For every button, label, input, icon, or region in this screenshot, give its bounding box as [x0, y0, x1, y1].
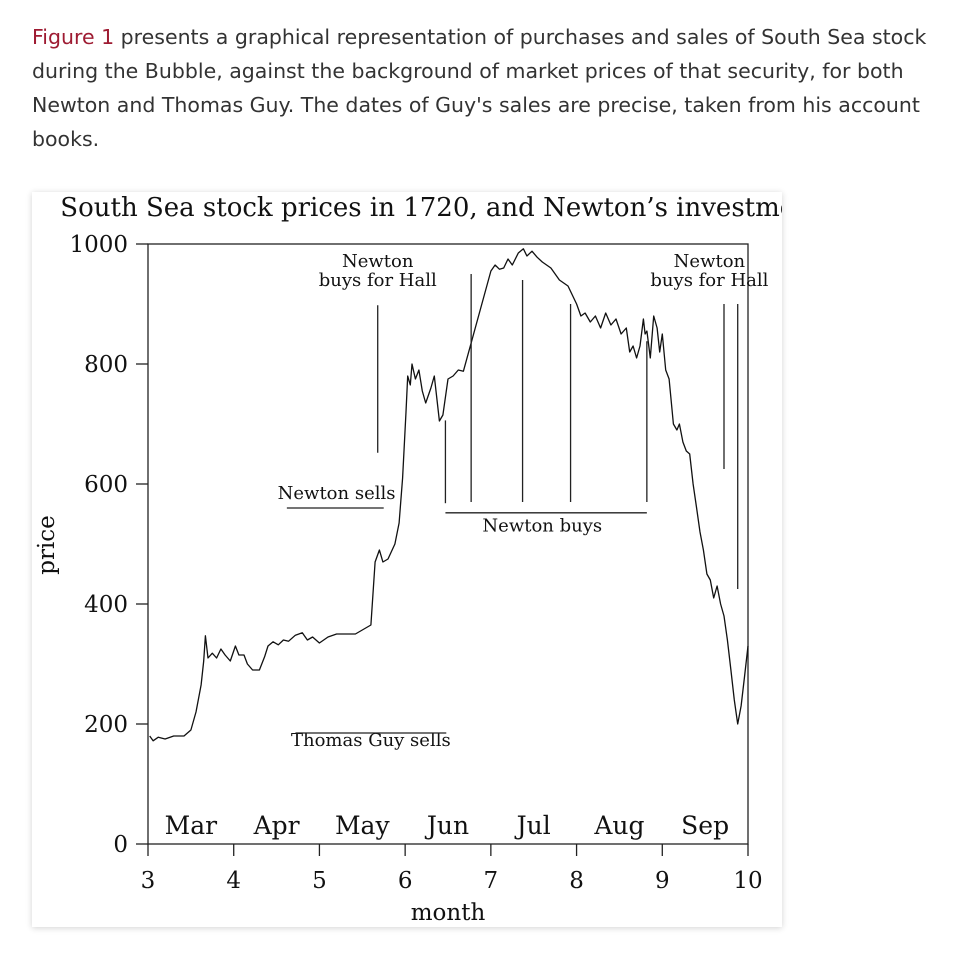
x-axis-label: month — [411, 900, 486, 926]
month-label: Jun — [424, 811, 469, 840]
intro-paragraph: Figure 1 presents a graphical representa… — [32, 20, 947, 156]
price-chart: South Sea stock prices in 1720, and Newt… — [34, 193, 782, 926]
month-label: Apr — [253, 811, 300, 840]
paragraph-text: presents a graphical representation of p… — [32, 25, 927, 151]
y-axis-ticks: 0 200 400 600 800 1000 — [69, 232, 148, 858]
month-label: May — [335, 811, 391, 840]
y-tick-label: 0 — [113, 832, 128, 858]
annotation-label: Newton buys for Hall — [319, 251, 437, 291]
annotation-label: Newton buys — [482, 515, 602, 536]
annotation-label: Newton sells — [278, 483, 396, 504]
x-tick-label: 5 — [312, 868, 327, 894]
chart-title: South Sea stock prices in 1720, and Newt… — [60, 193, 782, 223]
x-tick-label: 8 — [569, 868, 584, 894]
price-line — [149, 248, 749, 742]
x-axis-ticks: 3 4 5 6 7 8 9 10 — [141, 844, 763, 894]
y-axis-label: price — [34, 515, 60, 575]
x-tick-label: 10 — [733, 868, 762, 894]
figure-link[interactable]: Figure 1 — [32, 25, 115, 49]
annotation-label: Thomas Guy sells — [291, 730, 451, 751]
month-labels: Mar Apr May Jun Jul Aug Sep — [165, 811, 729, 840]
month-label: Jul — [514, 811, 551, 840]
x-tick-label: 3 — [141, 868, 156, 894]
y-tick-label: 400 — [84, 592, 128, 618]
figure-container: South Sea stock prices in 1720, and Newt… — [32, 192, 782, 927]
x-tick-label: 6 — [398, 868, 413, 894]
annotations: Newton buys for Hall Newton sells Newton bu… — [278, 251, 769, 751]
y-tick-label: 1000 — [69, 232, 128, 258]
month-label: Mar — [165, 811, 218, 840]
plot-frame — [147, 243, 749, 845]
y-tick-label: 200 — [84, 712, 128, 738]
y-tick-label: 800 — [84, 352, 128, 378]
x-tick-label: 4 — [226, 868, 241, 894]
x-tick-label: 7 — [484, 868, 499, 894]
x-tick-label: 9 — [655, 868, 670, 894]
month-label: Sep — [681, 811, 729, 840]
annotation-label: Newton buys for Hall — [650, 251, 768, 291]
month-label: Aug — [593, 811, 644, 840]
y-tick-label: 600 — [84, 472, 128, 498]
